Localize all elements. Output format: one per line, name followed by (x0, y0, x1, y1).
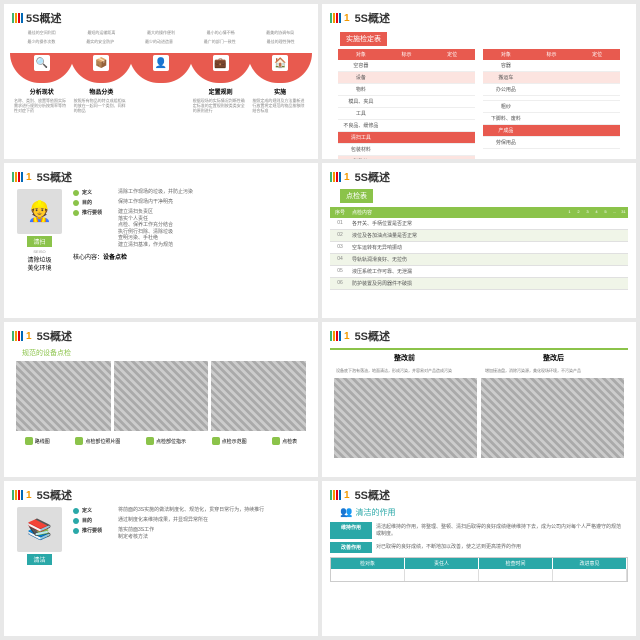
table-left: 对象标示定位 空容器 设备 物料 模具、夹具 工具 不良品、缓修品 清扫工具 包… (338, 49, 475, 159)
arc-icon: 🏠 (272, 55, 288, 71)
slide-4: 15S概述 点检表 序号点检内容12345...31 01各开关、手柄位置是否正… (322, 163, 636, 318)
arc-icon: 🔍 (34, 55, 50, 71)
slide-3: 15S概述 👷 清扫 SEISO 清除垃圾美化环境 定义清除工作现场的垃圾，并防… (4, 163, 318, 318)
before-after-photos (330, 378, 628, 458)
top-captions: 最佳的空间利用最短的运输距离最大的操作便利最小的心情不畅最美的协调布局 (12, 30, 310, 36)
before-after-header: 整改前整改后 (330, 348, 628, 366)
title-bar: 5S概述 (12, 10, 310, 26)
definitions: 定义清除工作现场的垃圾，并防止污染 目的保持工作现场内干净明亮 推行要领建立清扫… (73, 189, 310, 274)
arc-icon: 📦 (93, 55, 109, 71)
person-icon: 👥 (340, 507, 352, 518)
route-icon (25, 437, 33, 445)
slide-1: 5S概述 最佳的空间利用最短的运输距离最大的操作便利最小的心情不畅最美的协调布局… (4, 4, 318, 159)
photo-row (12, 361, 310, 431)
point-icon (146, 437, 154, 445)
arc-icon: 👤 (153, 55, 169, 71)
photo-icon (75, 437, 83, 445)
photo (114, 361, 209, 431)
subtitle: 点检表 (340, 189, 373, 203)
demo-icon (212, 437, 220, 445)
character-icon: 📚 (17, 507, 62, 552)
photo (211, 361, 306, 431)
photo (16, 361, 111, 431)
definitions: 定义将前面的3S实施的做法制度化、规范化，贯穿日常行为，持续推行 目的通过制度化… (73, 507, 310, 565)
subtitle: 实施检定表 (340, 32, 387, 46)
table-right: 对象标示定位 容器 搬运车 办公用品 粗纱 下脚料、废料 产成品 劳保用品 (483, 49, 620, 159)
step-desc: 名称、类别、放置等依照实际需求进行规则分析按频率等特性对症下药按照所有物品的特点… (12, 98, 310, 114)
tables: 对象标示定位 空容器 设备 物料 模具、夹具 工具 不良品、缓修品 清扫工具 包… (330, 49, 628, 159)
check-table: 序号点检内容12345...31 01各开关、手柄位置是否正常 02液位及各加油… (330, 207, 628, 290)
improve-row: 改善作用对已取得的良好成绩，不断地加以改善，使之达到更高境界的作用 (330, 542, 628, 553)
before-photo (334, 378, 477, 458)
slide-6: 15S概述 整改前整改后 设备底下泡有落油，地面清洁，形成污染，并容易对产品造成… (322, 322, 636, 477)
before-after-desc: 设备底下泡有落油，地面清洁，形成污染，并容易对产品造成污染增加接油盘，消除污染源… (330, 366, 628, 375)
tag: 清洁 (27, 554, 51, 565)
slide-7: 15S概述 📚 清洁 定义将前面的3S实施的做法制度化、规范化，贯穿日常行为，持… (4, 481, 318, 636)
subtitle: 规范的设备点检 (22, 348, 310, 358)
slide-title: 5S概述 (26, 10, 61, 26)
slide-8: 15S概述 👥清洁的作用 维持作用清洁起维持的作用，将整理、整顿、清扫后取得的良… (322, 481, 636, 636)
core-content: 核心内容：设备点检 (73, 252, 310, 261)
check-table: 检对象责任人检查时间改进意见 (330, 557, 628, 582)
slide-5: 15S概述 规范的设备点检 路线图 点检部位照片图 点检部位指示 点检示范图 点… (4, 322, 318, 477)
top-captions-2: 最少的操作次数最实的安全防护最少的动进造意最广的部门一致性最佳的理性弹性 (12, 39, 310, 45)
arc-row: 🔍 📦 👤 💼 🏠 (12, 53, 310, 83)
after-photo (481, 378, 624, 458)
slide-2: 15S概述 实施检定表 对象标示定位 空容器 设备 物料 模具、夹具 工具 不良… (322, 4, 636, 159)
character-icon: 👷 (17, 189, 62, 234)
step-labels: 分析现状物品分类定置规则实施 (12, 87, 310, 96)
maintain-row: 维持作用清洁起维持的作用，将整理、整顿、清扫后取得的良好成绩继续维持下去，成为公… (330, 522, 628, 539)
icon-legend: 路线图 点检部位照片图 点检部位指示 点检示范图 点检表 (12, 437, 310, 445)
left-panel: 📚 清洁 (12, 507, 67, 565)
section-title: 👥清洁的作用 (340, 507, 628, 518)
sheet-icon (272, 437, 280, 445)
arc-icon: 💼 (213, 55, 229, 71)
tag: 清扫 (27, 236, 51, 247)
left-panel: 👷 清扫 SEISO 清除垃圾美化环境 (12, 189, 67, 274)
